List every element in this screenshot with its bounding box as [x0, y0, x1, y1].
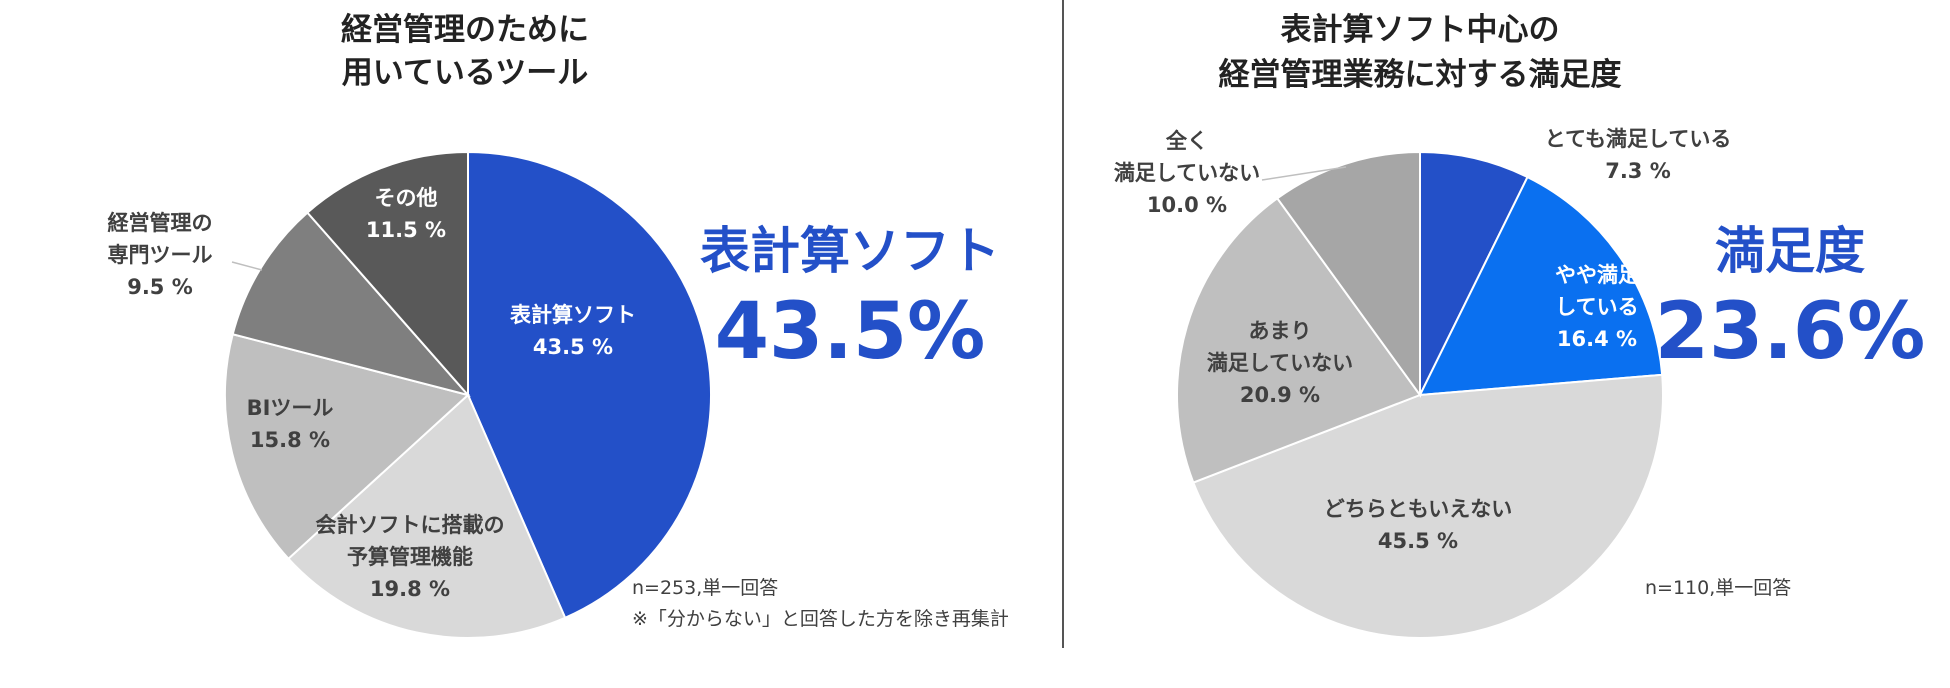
left-chart-title-line2: 用いているツール	[342, 55, 588, 91]
pie1-slice-2	[1192, 373, 1664, 639]
left-exclusion-note: ※「分からない」と回答した方を除き再集計	[632, 608, 1009, 630]
right-highlight-value: 23.6%	[1655, 287, 1926, 377]
right-chart-title-line2: 経営管理業務に対する満足度	[1219, 57, 1622, 93]
left-pie	[224, 150, 713, 639]
left-highlight-value: 43.5%	[715, 287, 986, 377]
left-highlight-label: 表計算ソフト	[700, 222, 1000, 280]
left-leader-line	[231, 261, 263, 271]
pie0-slice-4	[306, 150, 469, 398]
pie1-slice-3-label-1: 満足していない	[1207, 351, 1353, 375]
left-chart: 経営管理のために 用いているツール 表計算ソフト 43.5 % 会計ソフトに搭載の予…	[108, 12, 1009, 639]
pie1-slice-3-label-0: あまり	[1249, 319, 1312, 343]
pie1-slice-2-label-0: どちらともいえない	[1324, 497, 1513, 521]
pie1-slice-1-value: 16.4 %	[1557, 327, 1637, 351]
pie0-slice-3	[231, 211, 471, 397]
pie0-slice-1	[286, 393, 567, 639]
pie1-slice-2-value: 45.5 %	[1378, 529, 1458, 553]
pie1-slice-3-value: 20.9 %	[1240, 383, 1320, 407]
pie1-slice-1	[1418, 175, 1664, 397]
pie0-slice-4-value: 11.5 %	[366, 218, 446, 242]
pie0-slice-1-value: 19.8 %	[370, 577, 450, 601]
pie1-slice-4	[1275, 150, 1421, 399]
right-pie	[1176, 150, 1664, 639]
right-leader-line	[1261, 166, 1347, 181]
pie1-slice-0-label-0: とても満足している	[1545, 127, 1732, 151]
pie1-slice-3	[1176, 196, 1422, 484]
pie1-slice-4-value: 10.0 %	[1147, 193, 1227, 217]
right-chart-title-line1: 表計算ソフト中心の	[1281, 12, 1560, 48]
pie0-slice-2-value: 15.8 %	[250, 428, 330, 452]
pie0-slice-0-value: 43.5 %	[533, 335, 613, 359]
pie1-slice-1-label-1: している	[1555, 295, 1638, 319]
left-sample-note: n=253,単一回答	[632, 577, 778, 599]
pie0-slice-2-label-0: BIツール	[247, 396, 334, 420]
pie1-slice-1-label-0: やや満足	[1555, 263, 1639, 287]
pie0-slice-2	[224, 333, 471, 561]
pie1-slice-0-value: 7.3 %	[1605, 159, 1671, 183]
right-chart: 表計算ソフト中心の 経営管理業務に対する満足度 とても満足している 7.3 % やや…	[1114, 12, 1926, 639]
pie1-slice-4-label-0: 全く	[1165, 129, 1208, 153]
pie0-slice-3-value: 9.5 %	[127, 275, 193, 299]
pie0-slice-1-label-1: 予算管理機能	[347, 545, 473, 569]
pie1-slice-0	[1419, 150, 1529, 396]
pie0-slice-0-label-0: 表計算ソフト	[510, 303, 636, 327]
pie1-slice-4-label-1: 満足していない	[1114, 161, 1260, 185]
pie0-slice-3-label-1: 専門ツール	[108, 243, 213, 267]
pie0-slice-1-label-0: 会計ソフトに搭載の	[316, 513, 505, 537]
pie0-slice-0	[467, 150, 713, 620]
right-highlight-label: 満足度	[1715, 222, 1865, 280]
right-sample-note: n=110,単一回答	[1645, 577, 1791, 599]
left-chart-title-line1: 経営管理のために	[341, 12, 589, 48]
pie0-slice-3-label-0: 経営管理の	[108, 211, 213, 235]
pie0-slice-4-label-0: その他	[375, 186, 438, 210]
